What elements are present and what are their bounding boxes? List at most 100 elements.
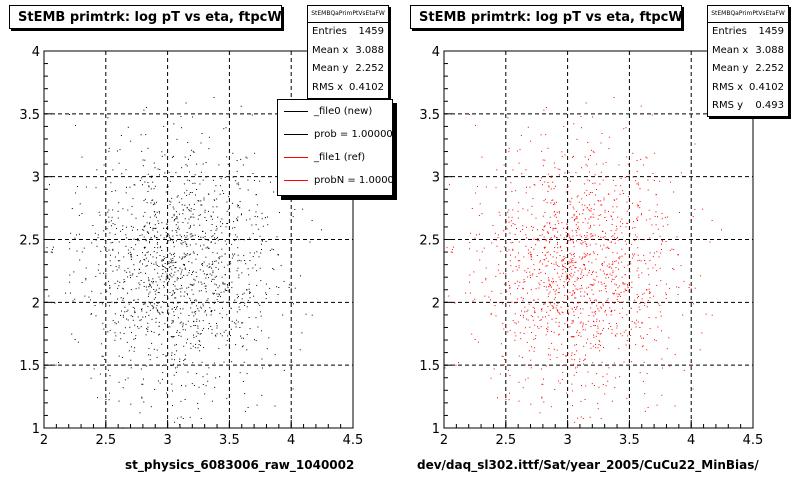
scatter-point <box>582 256 584 258</box>
scatter-point <box>605 385 607 387</box>
scatter-point <box>227 284 228 285</box>
scatter-point <box>640 214 642 216</box>
scatter-point <box>253 252 255 254</box>
scatter-point <box>182 326 184 328</box>
scatter-point <box>156 349 158 351</box>
scatter-point <box>179 361 181 362</box>
scatter-point <box>144 181 146 183</box>
scatter-point <box>498 211 500 213</box>
scatter-point <box>257 326 259 328</box>
scatter-point <box>273 269 275 271</box>
scatter-point <box>592 345 594 347</box>
scatter-point <box>210 230 212 232</box>
scatter-point <box>573 374 575 376</box>
scatter-point <box>244 393 246 395</box>
scatter-point <box>142 303 144 305</box>
scatter-point <box>236 319 238 321</box>
scatter-point <box>241 346 243 348</box>
scatter-point <box>229 335 231 336</box>
scatter-point <box>594 279 596 281</box>
scatter-point <box>255 317 257 319</box>
scatter-point <box>142 316 144 318</box>
scatter-point <box>159 247 161 249</box>
scatter-point <box>549 223 550 225</box>
scatter-point <box>516 269 518 271</box>
scatter-point <box>530 258 532 260</box>
scatter-point <box>189 210 191 212</box>
legend-label: prob = 1.000000 <box>314 129 393 140</box>
scatter-point <box>208 302 210 304</box>
scatter-point <box>228 283 230 284</box>
scatter-point <box>162 312 164 314</box>
scatter-point <box>202 270 204 272</box>
scatter-point <box>483 247 485 249</box>
scatter-point <box>184 329 186 331</box>
scatter-point <box>618 257 620 259</box>
scatter-point <box>444 367 446 369</box>
scatter-point <box>246 157 248 159</box>
scatter-point <box>721 229 722 231</box>
scatter-point <box>144 211 146 213</box>
scatter-point <box>598 302 600 304</box>
scatter-point <box>527 209 529 211</box>
scatter-point <box>573 208 575 210</box>
scatter-point <box>161 260 163 262</box>
scatter-point <box>602 179 604 181</box>
scatter-point <box>588 261 590 263</box>
scatter-point <box>157 231 159 233</box>
scatter-point <box>598 200 600 202</box>
scatter-point <box>632 253 634 255</box>
scatter-point <box>176 366 178 368</box>
scatter-point <box>576 306 578 308</box>
scatter-point <box>602 376 604 378</box>
scatter-point <box>290 288 292 290</box>
scatter-point <box>527 126 529 128</box>
scatter-point <box>603 197 605 199</box>
scatter-point <box>131 205 133 207</box>
scatter-point <box>554 215 556 217</box>
scatter-point <box>676 236 678 238</box>
scatter-point <box>582 213 584 215</box>
scatter-point <box>257 216 258 218</box>
scatter-point <box>189 253 191 255</box>
scatter-point <box>593 278 595 280</box>
scatter-point <box>450 251 452 253</box>
scatter-point <box>148 280 150 282</box>
scatter-point <box>571 295 573 296</box>
scatter-point <box>593 224 595 226</box>
scatter-point <box>590 347 592 349</box>
scatter-point <box>194 174 196 176</box>
scatter-point <box>106 228 108 230</box>
scatter-point <box>199 341 201 342</box>
scatter-point <box>588 315 590 316</box>
scatter-point <box>559 333 561 335</box>
scatter-point <box>655 317 657 319</box>
scatter-point <box>182 209 184 211</box>
scatter-point <box>211 224 213 225</box>
scatter-point <box>201 204 203 206</box>
scatter-point <box>199 350 201 352</box>
scatter-point <box>137 239 139 241</box>
scatter-point <box>567 326 569 328</box>
scatter-point <box>671 248 673 250</box>
y-tick-label: 3 <box>32 171 40 186</box>
scatter-point <box>168 261 170 263</box>
scatter-point <box>623 331 625 333</box>
scatter-point <box>143 247 145 248</box>
scatter-point <box>142 252 143 254</box>
scatter-point <box>232 227 234 229</box>
scatter-point <box>527 267 529 269</box>
scatter-point <box>538 282 540 284</box>
scatter-point <box>195 311 197 313</box>
scatter-point <box>173 123 175 125</box>
scatter-point <box>110 220 112 222</box>
scatter-point <box>255 340 257 342</box>
scatter-point <box>618 268 619 270</box>
scatter-point <box>568 233 570 235</box>
scatter-point <box>185 243 187 245</box>
scatter-point <box>571 308 573 310</box>
scatter-point <box>637 206 639 208</box>
scatter-point <box>215 225 217 227</box>
y-tick-label: 3.5 <box>19 108 40 123</box>
scatter-point <box>593 203 595 205</box>
